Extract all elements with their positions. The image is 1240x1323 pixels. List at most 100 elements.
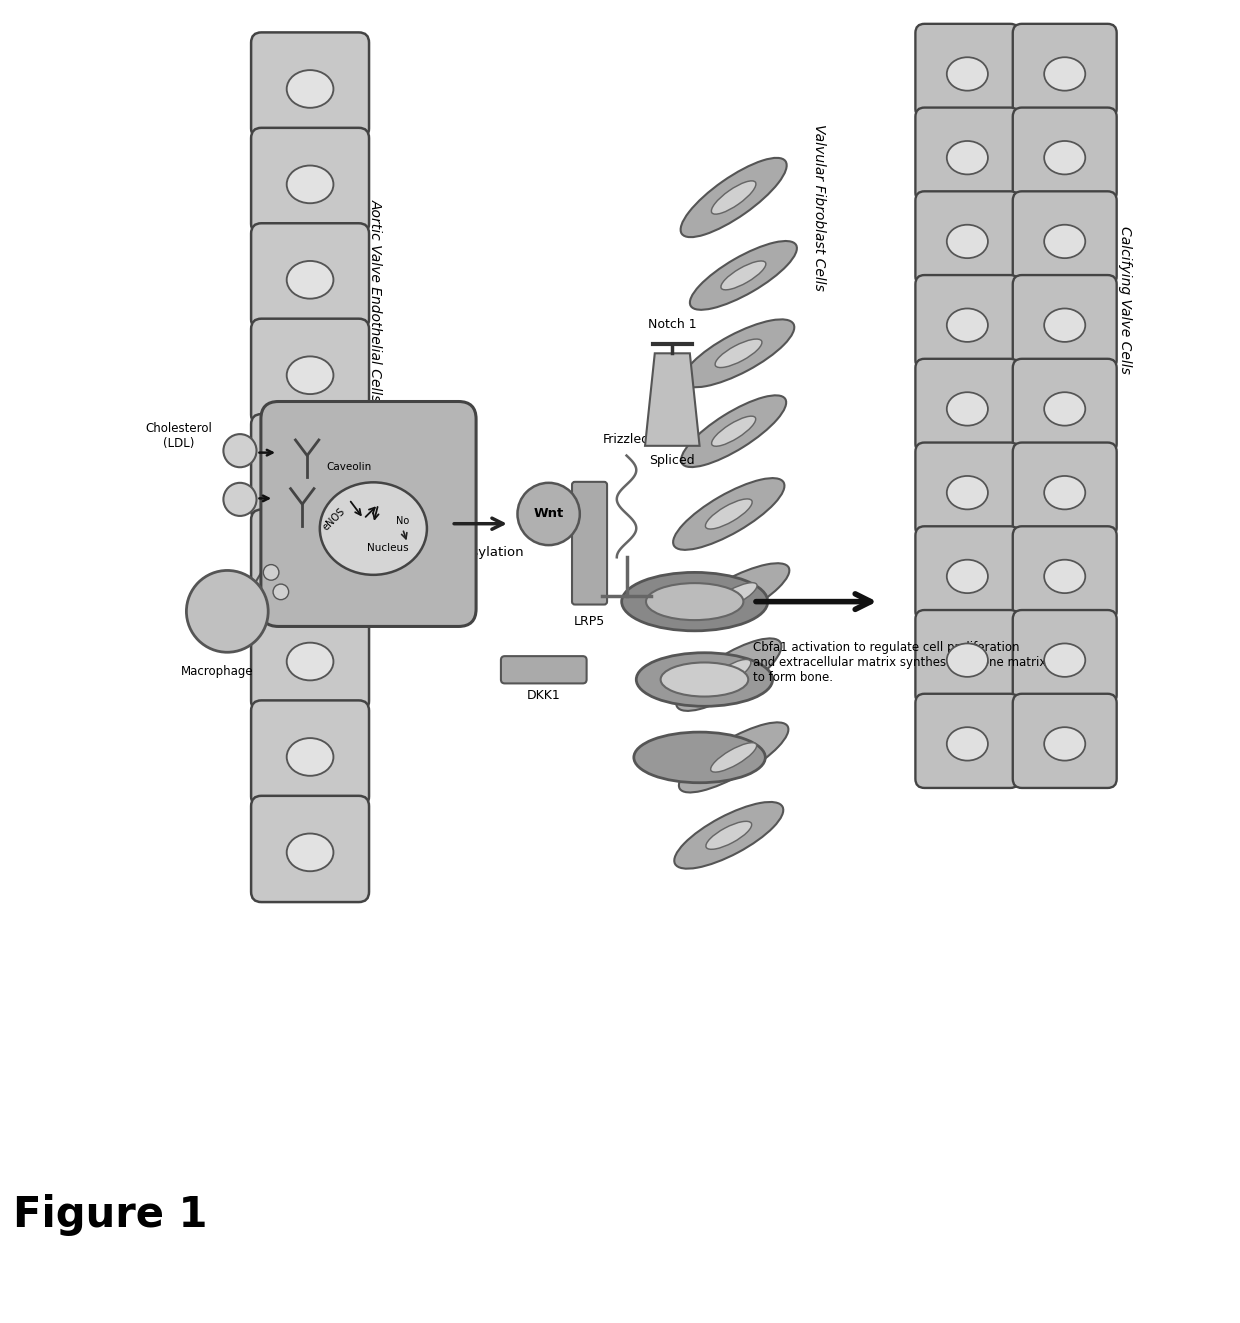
Ellipse shape <box>947 643 988 677</box>
Ellipse shape <box>1044 392 1085 426</box>
Text: LRP5: LRP5 <box>574 615 605 628</box>
FancyBboxPatch shape <box>250 414 370 520</box>
FancyBboxPatch shape <box>572 482 608 605</box>
FancyBboxPatch shape <box>1013 527 1117 620</box>
Ellipse shape <box>621 573 768 631</box>
FancyBboxPatch shape <box>250 128 370 234</box>
FancyBboxPatch shape <box>250 32 370 139</box>
Text: Spliced: Spliced <box>650 454 696 467</box>
Text: Aortic Valve Endothelial Cells: Aortic Valve Endothelial Cells <box>368 198 382 401</box>
Ellipse shape <box>286 452 334 490</box>
Circle shape <box>263 565 279 581</box>
FancyBboxPatch shape <box>250 796 370 902</box>
Ellipse shape <box>320 483 427 574</box>
Ellipse shape <box>681 396 786 467</box>
Ellipse shape <box>678 722 789 792</box>
Ellipse shape <box>1044 560 1085 593</box>
FancyBboxPatch shape <box>250 605 370 712</box>
Ellipse shape <box>947 57 988 91</box>
Text: Macrophage: Macrophage <box>181 665 254 677</box>
FancyBboxPatch shape <box>250 509 370 615</box>
FancyBboxPatch shape <box>1013 275 1117 369</box>
Ellipse shape <box>706 499 753 529</box>
Ellipse shape <box>706 822 751 849</box>
Ellipse shape <box>681 157 786 237</box>
FancyBboxPatch shape <box>915 275 1019 369</box>
FancyBboxPatch shape <box>915 24 1019 118</box>
Ellipse shape <box>707 659 751 689</box>
FancyBboxPatch shape <box>1013 442 1117 537</box>
Ellipse shape <box>947 225 988 258</box>
Ellipse shape <box>947 308 988 341</box>
FancyBboxPatch shape <box>250 224 370 329</box>
Text: Figure 1: Figure 1 <box>14 1195 208 1236</box>
Text: Wnt: Wnt <box>533 508 564 520</box>
FancyBboxPatch shape <box>915 527 1019 620</box>
Ellipse shape <box>683 319 795 388</box>
Ellipse shape <box>286 70 334 107</box>
Ellipse shape <box>675 802 784 869</box>
Text: LDL
receptor: LDL receptor <box>310 421 360 448</box>
Text: Cbfa1 activation to regulate cell proliferation
and extracellular matrix synthes: Cbfa1 activation to regulate cell prolif… <box>753 640 1047 684</box>
Ellipse shape <box>1044 57 1085 91</box>
Circle shape <box>273 583 289 599</box>
FancyBboxPatch shape <box>250 319 370 425</box>
FancyBboxPatch shape <box>915 442 1019 537</box>
Text: No: No <box>396 516 409 525</box>
Ellipse shape <box>712 181 756 214</box>
Text: eNOS: eNOS <box>321 505 347 532</box>
Ellipse shape <box>634 732 765 783</box>
FancyBboxPatch shape <box>915 192 1019 286</box>
Ellipse shape <box>661 663 748 696</box>
Ellipse shape <box>286 165 334 204</box>
Ellipse shape <box>1044 476 1085 509</box>
Ellipse shape <box>947 728 988 761</box>
Text: Notch 1: Notch 1 <box>649 318 697 331</box>
Ellipse shape <box>678 564 790 630</box>
FancyBboxPatch shape <box>915 359 1019 452</box>
Ellipse shape <box>286 548 334 585</box>
Circle shape <box>186 570 268 652</box>
FancyBboxPatch shape <box>1013 192 1117 286</box>
Ellipse shape <box>286 643 334 680</box>
Text: Caveolin: Caveolin <box>326 462 372 472</box>
FancyBboxPatch shape <box>915 107 1019 201</box>
Ellipse shape <box>720 261 766 290</box>
Text: DKK1: DKK1 <box>527 689 560 703</box>
Ellipse shape <box>947 392 988 426</box>
Ellipse shape <box>286 356 334 394</box>
Ellipse shape <box>673 478 785 550</box>
Ellipse shape <box>286 738 334 775</box>
Ellipse shape <box>712 417 755 446</box>
Ellipse shape <box>947 476 988 509</box>
FancyBboxPatch shape <box>250 700 370 807</box>
Ellipse shape <box>286 261 334 299</box>
FancyBboxPatch shape <box>915 693 1019 789</box>
Ellipse shape <box>947 142 988 175</box>
Ellipse shape <box>1044 308 1085 341</box>
Ellipse shape <box>286 833 334 872</box>
Ellipse shape <box>646 583 744 620</box>
FancyBboxPatch shape <box>1013 24 1117 118</box>
FancyBboxPatch shape <box>1013 359 1117 452</box>
Ellipse shape <box>1044 728 1085 761</box>
Text: Cholesterol
(LDL): Cholesterol (LDL) <box>145 422 212 450</box>
Ellipse shape <box>1044 142 1085 175</box>
FancyBboxPatch shape <box>1013 610 1117 704</box>
Ellipse shape <box>947 560 988 593</box>
Circle shape <box>223 483 257 516</box>
Text: Valvular Fibroblast Cells: Valvular Fibroblast Cells <box>811 124 826 291</box>
Text: Nucleus: Nucleus <box>367 542 409 553</box>
Polygon shape <box>645 353 699 446</box>
Ellipse shape <box>1044 643 1085 677</box>
FancyBboxPatch shape <box>915 610 1019 704</box>
Ellipse shape <box>711 582 758 611</box>
Text: Farnesylation: Farnesylation <box>436 546 525 560</box>
FancyBboxPatch shape <box>501 656 587 684</box>
FancyBboxPatch shape <box>1013 107 1117 201</box>
FancyBboxPatch shape <box>260 401 476 627</box>
Circle shape <box>223 434 257 467</box>
Ellipse shape <box>715 339 761 368</box>
Ellipse shape <box>689 241 797 310</box>
Ellipse shape <box>636 652 773 706</box>
